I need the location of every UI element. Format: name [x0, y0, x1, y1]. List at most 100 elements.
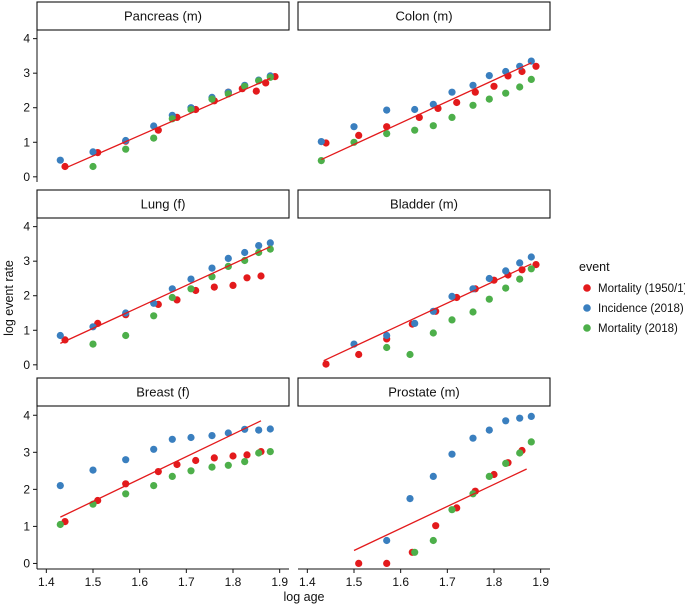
data-point — [224, 429, 232, 437]
data-point — [150, 122, 158, 130]
panel-lung-f: Lung (f) — [36, 189, 290, 348]
data-point — [192, 456, 200, 465]
y-tick-label: 1 — [23, 135, 30, 149]
data-point — [56, 156, 64, 164]
data-point — [89, 340, 97, 348]
data-point — [187, 105, 195, 114]
data-point — [255, 426, 263, 434]
legend: event Mortality (1950/1) Incidence (2018)… — [579, 260, 685, 335]
data-point — [527, 253, 535, 261]
y-tick-label: 2 — [23, 101, 30, 115]
data-point — [243, 274, 251, 282]
x-tick-label: 1.5 — [85, 575, 102, 589]
data-point — [516, 62, 524, 70]
panel-bladder-m: Bladder (m) — [297, 189, 551, 368]
data-point — [411, 126, 419, 134]
data-point — [56, 520, 64, 529]
panel-title: Bladder (m) — [390, 197, 458, 212]
data-point — [257, 272, 265, 280]
data-point — [243, 451, 251, 459]
data-point — [502, 417, 510, 425]
data-point — [429, 472, 437, 480]
panel-strip — [36, 189, 290, 219]
x-tick-label: 1.6 — [131, 575, 148, 589]
data-point — [150, 134, 158, 142]
panel-title: Prostate (m) — [388, 385, 460, 400]
fit-line — [64, 77, 271, 169]
x-tick-label: 1.5 — [346, 575, 363, 589]
data-point — [411, 319, 419, 327]
data-point — [516, 275, 524, 283]
data-point — [516, 259, 524, 267]
data-point — [122, 490, 130, 498]
data-point — [502, 89, 510, 97]
data-point — [187, 285, 195, 293]
legend-title: event — [579, 260, 610, 274]
data-point — [150, 312, 158, 320]
panel-colon-m: Colon (m) — [297, 1, 551, 165]
data-point — [89, 466, 97, 474]
data-point — [429, 307, 437, 315]
data-point — [255, 449, 263, 457]
data-point — [252, 87, 260, 95]
data-point — [383, 536, 391, 545]
panel-pancreas-m: Pancreas (m) — [36, 1, 290, 171]
data-point — [469, 101, 477, 109]
x-tick-label: 1.7 — [178, 575, 195, 589]
data-point — [56, 331, 64, 340]
y-tick-label: 4 — [23, 408, 30, 422]
data-point — [187, 433, 195, 442]
data-point — [208, 432, 216, 440]
x-axis-title: log age — [283, 590, 324, 604]
data-point — [266, 425, 274, 433]
data-point — [469, 81, 477, 89]
data-point — [322, 360, 330, 368]
x-tick-label: 1.6 — [392, 575, 409, 589]
data-point — [527, 438, 535, 446]
data-point — [208, 95, 216, 103]
data-point — [317, 138, 325, 146]
data-point — [224, 254, 232, 262]
x-tick-label: 1.8 — [225, 575, 242, 589]
data-point — [350, 123, 358, 131]
panel-title: Colon (m) — [395, 9, 452, 24]
data-point — [471, 88, 479, 96]
data-point — [448, 88, 456, 96]
data-point — [527, 265, 535, 273]
panel-strip — [297, 1, 551, 31]
data-point — [527, 412, 535, 420]
data-point — [210, 454, 218, 462]
data-point — [187, 275, 195, 283]
data-point — [224, 461, 232, 469]
data-point — [532, 261, 540, 269]
fit-line — [353, 468, 527, 552]
legend-label: Mortality (2018) — [598, 323, 678, 335]
panel-strip — [36, 1, 290, 31]
data-point — [411, 548, 419, 556]
data-point — [448, 316, 456, 324]
data-point — [355, 131, 363, 139]
panel-prostate-m: Prostate (m) — [297, 377, 551, 568]
data-point — [266, 448, 274, 456]
fit-line — [60, 246, 271, 344]
panel-strip — [297, 189, 551, 219]
shared-axes: 0 1 2 3 4 0 1 2 3 4 0 1 2 3 4 1.4 1.5 1.6 1.7 1.8 1.9 1.4 1.5 1… — [23, 30, 550, 589]
panel-strip — [36, 377, 290, 407]
legend-key — [583, 324, 591, 332]
data-point — [383, 331, 391, 340]
data-point — [453, 98, 461, 107]
data-point — [89, 162, 97, 171]
data-point — [266, 245, 274, 253]
panel-breast-f: Breast (f) — [36, 377, 290, 529]
panel-strip — [297, 377, 551, 407]
data-point — [210, 283, 218, 291]
data-point — [355, 350, 363, 359]
y-tick-label: 4 — [23, 32, 30, 46]
data-point — [122, 456, 130, 464]
y-tick-label: 4 — [23, 220, 30, 234]
panels: Pancreas (m) Colon (m) Lung (f) Bladder (m)… — [36, 1, 551, 568]
data-point — [448, 292, 456, 300]
fit-line — [321, 62, 532, 161]
data-point — [429, 329, 437, 337]
